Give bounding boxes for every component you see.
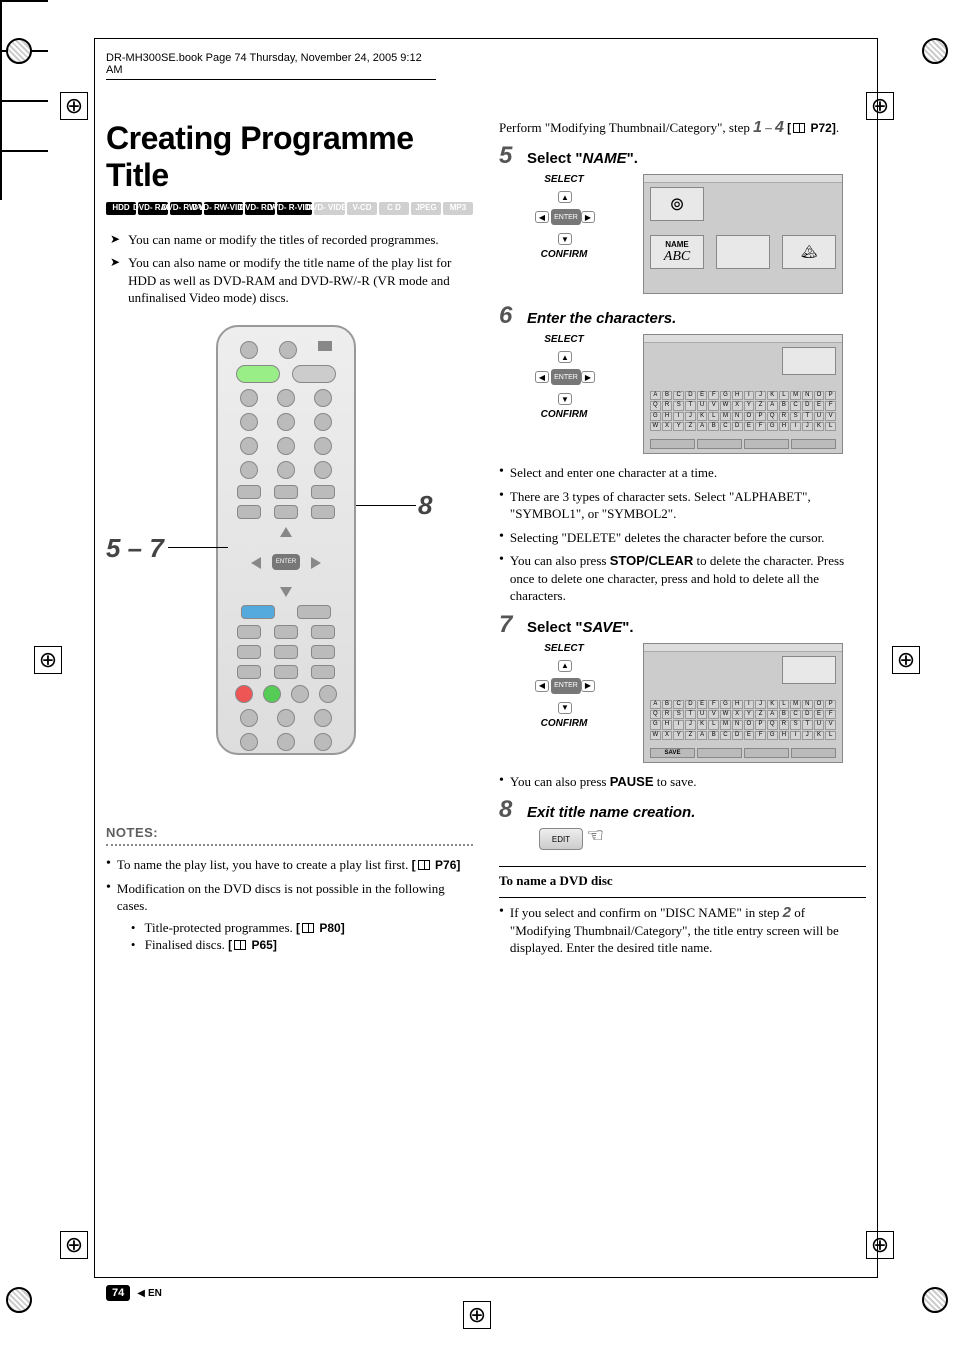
book-icon	[234, 940, 246, 950]
note-text: To name the play list, you have to creat…	[117, 857, 409, 872]
step-number: 7	[499, 613, 519, 637]
notes-sublist: Title-protected programmes. [ P80] Final…	[117, 919, 473, 954]
book-icon	[793, 123, 805, 133]
note-text: Modification on the DVD discs is not pos…	[117, 881, 445, 914]
select-confirm: SELECT ▲▼◀▶ENTER CONFIRM	[499, 643, 629, 729]
step-6-bullets: Select and enter one character at a time…	[499, 464, 866, 605]
step-6-figure: SELECT ▲▼◀▶ENTER CONFIRM ABCDEFGHIJKLMNO…	[499, 334, 866, 454]
intro-list: ➤ You can name or modify the titles of r…	[106, 231, 473, 307]
step-5-figure: SELECT ▲▼◀▶ ENTER CONFIRM ⊚ 🏔 NAME ABC	[499, 174, 866, 294]
edit-button: EDIT ☜	[539, 828, 583, 850]
media-badge: HDD	[106, 202, 136, 215]
bullet-text: Selecting "DELETE" deletes the character…	[510, 529, 825, 547]
tv-preview-name: ⊚ 🏔 NAME ABC	[643, 174, 843, 294]
tv-preview-characters: ABCDEFGHIJKLMNOPQRSTUVWXYZABCDEFGHIJKLMN…	[643, 334, 843, 454]
tv-preview-save: ABCDEFGHIJKLMNOPQRSTUVWXYZABCDEFGHIJKLMN…	[643, 643, 843, 763]
bullet-text: You can also press STOP/CLEAR to delete …	[510, 552, 866, 605]
callout-line	[168, 547, 228, 548]
step-title: Exit title name creation.	[527, 804, 695, 821]
crop-mark	[0, 52, 2, 100]
media-badge: C D	[379, 202, 409, 215]
bullet-arrow-icon: ➤	[110, 231, 120, 249]
save-tab: SAVE	[650, 748, 695, 758]
bullet-arrow-icon: ➤	[110, 254, 120, 307]
step-number: 5	[499, 144, 519, 168]
media-badge: JPEG	[411, 202, 441, 215]
book-icon	[418, 860, 430, 870]
remote-dpad: ENTER	[249, 525, 323, 599]
step-7-figure: SELECT ▲▼◀▶ENTER CONFIRM ABCDEFGHIJKLMNO…	[499, 643, 866, 763]
mini-dpad: ▲▼◀▶ ENTER	[529, 187, 599, 247]
crop-mark	[0, 100, 48, 102]
select-label: SELECT	[499, 174, 629, 185]
crop-circle	[922, 38, 948, 64]
callout-8: 8	[418, 490, 432, 521]
remote-control: ENTER	[216, 325, 356, 755]
step-7: 7 Select "SAVE".	[499, 613, 866, 637]
book-icon	[302, 923, 314, 933]
sub-note: Finalised discs. [ P65]	[131, 936, 473, 954]
callout-line	[356, 505, 416, 506]
crop-target	[60, 1231, 88, 1259]
media-badge: DVD- RW-VIDEO	[204, 202, 243, 215]
crop-mark	[0, 0, 48, 2]
right-column: Perform "Modifying Thumbnail/Category", …	[499, 120, 866, 963]
callout-5-7: 5 – 7	[106, 533, 164, 564]
page-title: Creating Programme Title	[106, 120, 473, 194]
notes-heading: NOTES:	[106, 825, 473, 840]
section-divider	[499, 866, 866, 867]
step-7-note: You can also press PAUSE to save.	[499, 773, 866, 791]
intro-text: You can also name or modify the title na…	[128, 254, 473, 307]
step-title: Select "SAVE".	[527, 619, 634, 636]
page-number: 74◀EN	[106, 1287, 162, 1299]
hand-icon: ☜	[586, 823, 604, 848]
select-confirm: SELECT ▲▼◀▶ENTER CONFIRM	[499, 334, 629, 420]
step-number: 8	[499, 798, 519, 822]
crop-target	[892, 646, 920, 674]
intro-right: Perform "Modifying Thumbnail/Category", …	[499, 120, 866, 136]
step-title: Enter the characters.	[527, 310, 676, 327]
crop-target	[34, 646, 62, 674]
confirm-label: CONFIRM	[499, 249, 629, 260]
crop-target	[463, 1301, 491, 1329]
media-badges: HDDDVD- RAMDVD- RW-VRDVD- RW-VIDEODVD- R…	[106, 202, 473, 215]
dvd-heading: To name a DVD disc	[499, 873, 866, 889]
media-badge: DVD- VIDEO	[314, 202, 345, 215]
step-number: 6	[499, 304, 519, 328]
notes-list: To name the play list, you have to creat…	[106, 856, 473, 954]
crop-circle	[922, 1287, 948, 1313]
running-head: DR-MH300SE.book Page 74 Thursday, Novemb…	[106, 52, 436, 80]
remote-figure: ENTER 8 5 – 7	[106, 325, 473, 815]
dvd-note: If you select and confirm on "DISC NAME"…	[499, 904, 866, 957]
name-label: NAME	[664, 240, 690, 249]
step-title: Select "NAME".	[527, 150, 638, 167]
select-confirm: SELECT ▲▼◀▶ ENTER CONFIRM	[499, 174, 629, 260]
step-5: 5 Select "NAME".	[499, 144, 866, 168]
bullet-text: There are 3 types of character sets. Sel…	[510, 488, 866, 523]
notes-divider	[106, 844, 473, 846]
bullet-text: Select and enter one character at a time…	[510, 464, 717, 482]
intro-text: You can name or modify the titles of rec…	[128, 231, 439, 249]
step-8: 8 Exit title name creation.	[499, 798, 866, 822]
crop-target	[60, 92, 88, 120]
media-badge: V-CD	[347, 202, 377, 215]
abc-icon: ABC	[664, 249, 690, 265]
sub-note: Title-protected programmes. [ P80]	[131, 919, 473, 937]
crop-mark	[0, 152, 2, 200]
page-ref: [ P76]	[412, 858, 461, 872]
enter-key: ENTER	[272, 554, 300, 570]
media-badge: MP3	[443, 202, 473, 215]
left-column: Creating Programme Title HDDDVD- RAMDVD-…	[106, 120, 473, 963]
crop-circle	[6, 38, 32, 64]
crop-mark	[0, 2, 2, 50]
crop-mark	[0, 102, 2, 150]
crop-circle	[6, 1287, 32, 1313]
step-6: 6 Enter the characters.	[499, 304, 866, 328]
crop-mark	[0, 150, 48, 152]
section-divider	[499, 897, 866, 898]
